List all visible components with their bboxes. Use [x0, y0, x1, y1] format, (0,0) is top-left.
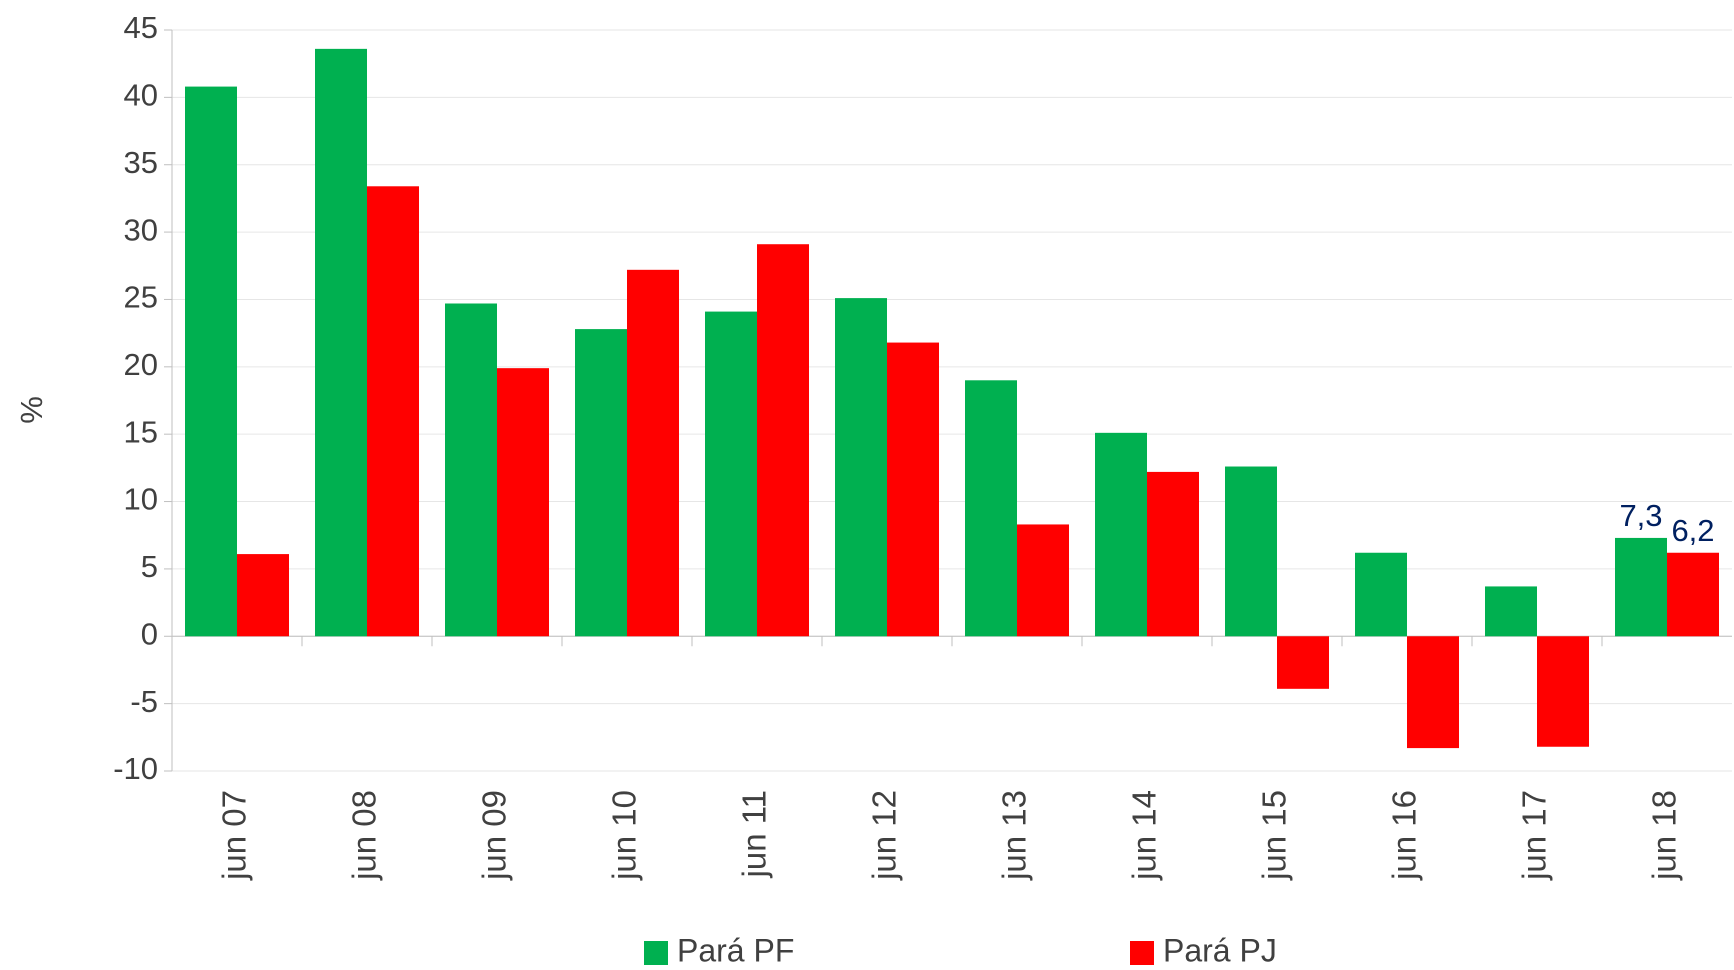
x-tick-label: jun 14: [1126, 790, 1163, 881]
bar: [705, 311, 757, 637]
x-tick-label: jun 10: [606, 790, 643, 881]
y-tick-label: 15: [124, 414, 158, 449]
bar: [627, 269, 679, 637]
x-tick-label: jun 15: [1256, 790, 1293, 881]
bar: [1537, 636, 1589, 747]
y-tick-label: 45: [124, 10, 158, 45]
legend-swatch: [644, 941, 668, 965]
y-tick-label: 40: [124, 78, 158, 113]
x-tick-label: jun 12: [866, 790, 903, 881]
bar: [1147, 471, 1199, 637]
bar: [1017, 524, 1069, 637]
bar: [575, 329, 627, 637]
bar: [887, 342, 939, 637]
bar: [1667, 552, 1719, 637]
y-tick-label: 35: [124, 145, 158, 180]
y-tick-label: 5: [141, 549, 158, 584]
bar: [965, 380, 1017, 637]
x-tick-label: jun 11: [736, 790, 773, 878]
bar: [185, 86, 237, 637]
bar: [1355, 552, 1407, 637]
x-tick-label: jun 18: [1646, 790, 1683, 881]
legend-label: Pará PJ: [1163, 932, 1277, 968]
y-axis-label: %: [14, 396, 49, 424]
bar: [757, 244, 809, 637]
bar: [367, 186, 419, 637]
bar: [835, 298, 887, 637]
x-tick-label: jun 07: [216, 790, 253, 881]
bar: [445, 303, 497, 637]
legend-label: Pará PF: [677, 932, 794, 968]
x-tick-label: jun 13: [996, 790, 1033, 881]
y-tick-label: 20: [124, 347, 158, 382]
data-label: 7,3: [1619, 498, 1662, 533]
y-tick-label: 30: [124, 212, 158, 247]
x-tick-label: jun 17: [1516, 790, 1553, 881]
x-tick-label: jun 09: [476, 790, 513, 881]
data-label: 6,2: [1671, 513, 1714, 548]
y-tick-label: 10: [124, 482, 158, 517]
bar: [237, 554, 289, 637]
x-tick-label: jun 16: [1386, 790, 1423, 881]
y-tick-label: 25: [124, 280, 158, 315]
bar: [1277, 636, 1329, 689]
legend-swatch: [1130, 941, 1154, 965]
y-tick-label: -5: [130, 684, 158, 719]
bar: [1615, 537, 1667, 637]
bar: [1225, 466, 1277, 637]
x-tick-label: jun 08: [346, 790, 383, 881]
bar: [1095, 432, 1147, 637]
y-tick-label: 0: [141, 616, 158, 651]
bar: [497, 368, 549, 637]
bar: [315, 48, 367, 637]
y-tick-label: -10: [113, 751, 158, 786]
bar: [1407, 636, 1459, 749]
bar: [1485, 586, 1537, 637]
